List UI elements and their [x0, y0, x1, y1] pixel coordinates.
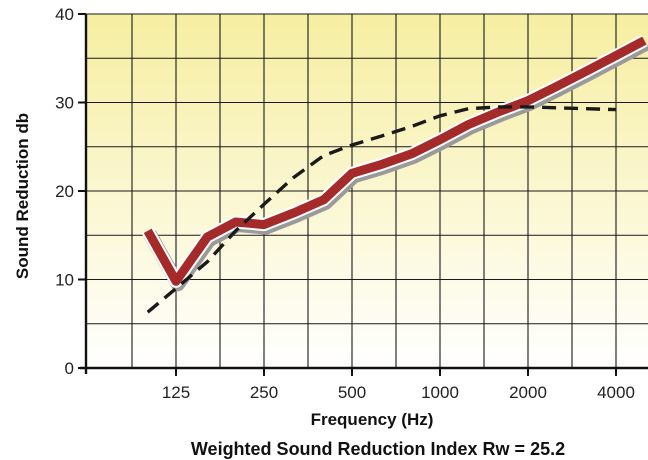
- series-layer: [142, 34, 648, 314]
- x-axis-title: Frequency (Hz): [311, 410, 434, 429]
- grid-lines: [86, 13, 648, 368]
- rw-index-footer: Weighted Sound Reduction Index Rw = 25.2: [191, 439, 565, 459]
- x-tick-label: 125: [162, 383, 190, 402]
- y-axis-title: Sound Reduction db: [13, 113, 32, 279]
- dashed-series-line: [146, 105, 617, 314]
- axis-ticks: [78, 13, 617, 376]
- y-tick-label: 20: [55, 182, 74, 201]
- y-tick-label: 30: [55, 94, 74, 113]
- y-tick-label: 0: [65, 359, 74, 378]
- axes: [80, 14, 648, 374]
- tick-labels: 0 10 20 30 40 125 250 500 1000 2000 4000: [55, 5, 635, 402]
- x-tick-label: 500: [338, 383, 366, 402]
- y-tick-label: 40: [55, 5, 74, 24]
- y-tick-label: 10: [55, 271, 74, 290]
- solid-series-line: [143, 36, 647, 286]
- x-tick-label: 1000: [421, 383, 459, 402]
- x-tick-label: 250: [250, 383, 278, 402]
- x-tick-label: 4000: [597, 383, 635, 402]
- x-tick-label: 2000: [509, 383, 547, 402]
